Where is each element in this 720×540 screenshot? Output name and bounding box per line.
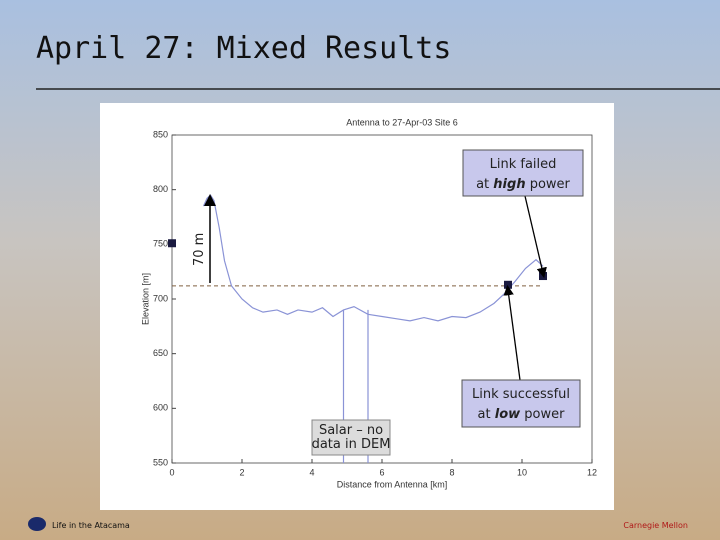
x-tick-label: 4 — [309, 467, 314, 477]
slide-title: April 27: Mixed Results — [36, 31, 451, 66]
x-tick-label: 2 — [239, 467, 244, 477]
x-tick-label: 8 — [449, 467, 454, 477]
site-marker — [504, 280, 512, 289]
x-tick-label: 0 — [169, 467, 174, 477]
site-marker — [539, 272, 547, 281]
failed-pre: at — [476, 177, 489, 192]
chart-title: Antenna to 27-Apr-03 Site 6 — [346, 117, 458, 127]
site-marker — [168, 239, 176, 248]
failed-arrow — [524, 195, 547, 279]
elevation-line — [202, 194, 544, 322]
footer-left: Life in the Atacama — [52, 521, 130, 530]
footer-logo — [28, 517, 46, 531]
success-line2: at low power — [478, 407, 566, 422]
x-tick-label: 12 — [587, 467, 597, 477]
y-tick-label: 850 — [153, 129, 168, 139]
y-tick-label: 700 — [153, 293, 168, 303]
x-axis-label: Distance from Antenna [km] — [337, 479, 448, 489]
success-arrow — [503, 284, 521, 381]
footer-right: Carnegie Mellon — [623, 521, 688, 530]
success-post: power — [524, 407, 565, 422]
y-axis-label: Elevation [m] — [140, 273, 150, 325]
y-tick-label: 650 — [153, 348, 168, 358]
success-pre: at — [478, 407, 491, 422]
salar-box — [311, 419, 391, 456]
y-tick-label: 800 — [153, 184, 168, 194]
height-label: 70 m — [192, 233, 207, 266]
failed-box — [462, 149, 584, 197]
x-tick-label: 10 — [517, 467, 527, 477]
x-tick-label: 6 — [379, 467, 384, 477]
success-line1: Link successful — [472, 387, 570, 402]
success-box — [461, 379, 581, 428]
y-tick-label: 550 — [153, 457, 168, 467]
success-em: low — [495, 407, 521, 422]
failed-line1: Link failed — [490, 157, 557, 172]
y-tick-label: 750 — [153, 239, 168, 249]
salar-line1: Salar – no — [319, 423, 383, 438]
annotations: 70 m Link failed at high power Link succ… — [192, 149, 584, 456]
failed-em: high — [493, 177, 525, 192]
y-tick-label: 600 — [153, 403, 168, 413]
failed-post: power — [530, 177, 571, 192]
failed-line2: at high power — [476, 177, 570, 192]
salar-line2: data in DEM — [312, 437, 391, 452]
